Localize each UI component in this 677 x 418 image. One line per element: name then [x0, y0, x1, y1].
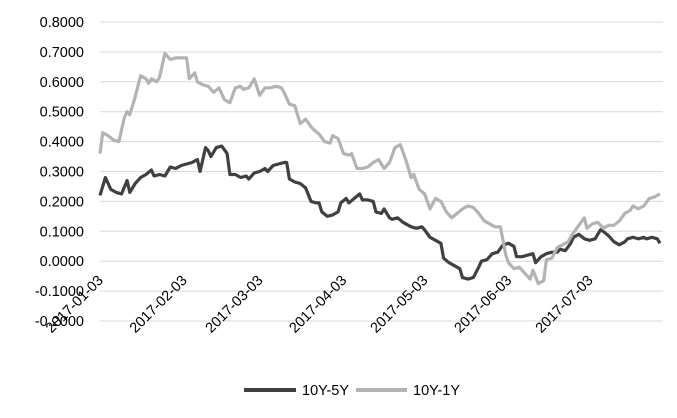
- y-tick-label: 0.6000: [40, 75, 84, 91]
- series-lines: [98, 51, 662, 286]
- x-tick-label: 2017-05-03: [368, 273, 432, 337]
- legend: 10Y-5Y 10Y-1Y: [244, 383, 460, 399]
- x-tick-label: 2017-02-03: [127, 273, 191, 337]
- y-tick-label: 0.0000: [40, 254, 84, 270]
- x-tick-label: 2017-03-03: [203, 273, 267, 337]
- series-line-10y-1y: [98, 51, 661, 286]
- y-tick-label: 0.2000: [40, 194, 84, 210]
- y-tick-label: 0.4000: [40, 135, 84, 151]
- gridlines: [100, 21, 663, 322]
- legend-label: 10Y-5Y: [302, 383, 349, 399]
- y-tick-label: -0.1000: [35, 284, 84, 300]
- y-tick-label: 0.5000: [40, 105, 84, 121]
- x-axis-tick-labels: 2017-01-03 2017-02-03 2017-03-03 2017-04-03…: [43, 273, 596, 337]
- y-tick-label: 0.3000: [40, 165, 84, 181]
- series-line-10y-5y: [98, 144, 662, 281]
- y-tick-label: 0.7000: [40, 45, 84, 61]
- y-axis-tick-labels: 0.8000 0.7000 0.6000 0.5000 0.4000 0.3000 0.20…: [35, 15, 84, 330]
- legend-label: 10Y-1Y: [413, 383, 460, 399]
- y-tick-label: 0.8000: [40, 15, 84, 31]
- y-tick-label: -0.2000: [35, 314, 84, 330]
- x-tick-label: 2017-06-03: [452, 273, 516, 337]
- y-tick-label: 0.1000: [40, 224, 84, 240]
- x-tick-label: 2017-04-03: [287, 273, 351, 337]
